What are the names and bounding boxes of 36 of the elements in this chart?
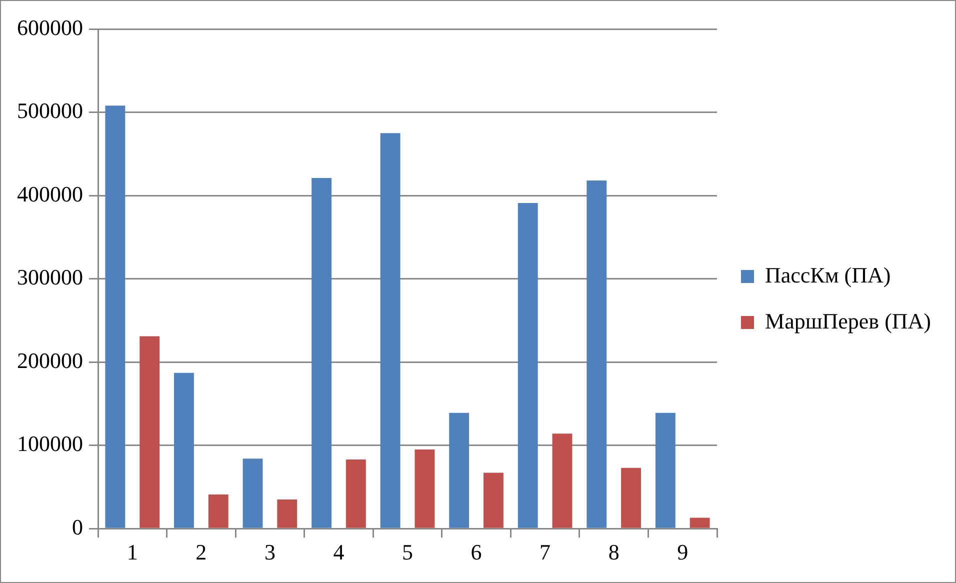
bar [414, 449, 435, 528]
bar [449, 412, 470, 528]
bar [277, 499, 298, 528]
bar [655, 412, 676, 528]
bar [690, 518, 710, 528]
y-tick-label: 0 [72, 514, 83, 540]
bar [105, 106, 126, 528]
x-tick-label: 6 [470, 540, 482, 565]
y-tick-label: 100000 [17, 431, 83, 456]
y-tick-label: 500000 [17, 98, 83, 124]
y-tick-label: 400000 [17, 181, 83, 206]
bar [586, 180, 607, 528]
bar [140, 336, 160, 528]
y-tick-label: 200000 [17, 348, 83, 373]
x-tick-label: 1 [126, 540, 138, 565]
bar [518, 203, 538, 528]
x-tick-label: 2 [196, 540, 207, 565]
x-tick-label: 9 [677, 540, 688, 565]
x-tick-label: 8 [608, 540, 620, 565]
y-tick-label: 300000 [17, 264, 83, 290]
bar [174, 372, 194, 528]
x-tick-label: 3 [264, 540, 276, 565]
x-tick-label: 5 [402, 540, 413, 565]
x-tick-label: 7 [540, 540, 551, 565]
x-tick-label: 4 [333, 540, 344, 565]
bar [484, 472, 504, 528]
legend-label: МаршПерев (ПА) [765, 308, 931, 334]
bar [208, 494, 228, 528]
bar [346, 459, 366, 528]
bar [621, 468, 641, 528]
bar [552, 434, 572, 528]
bar [312, 178, 332, 528]
y-tick-label: 600000 [17, 14, 83, 40]
bar [380, 133, 400, 528]
bar [242, 458, 263, 528]
legend-label: ПассКм (ПА) [765, 262, 891, 288]
